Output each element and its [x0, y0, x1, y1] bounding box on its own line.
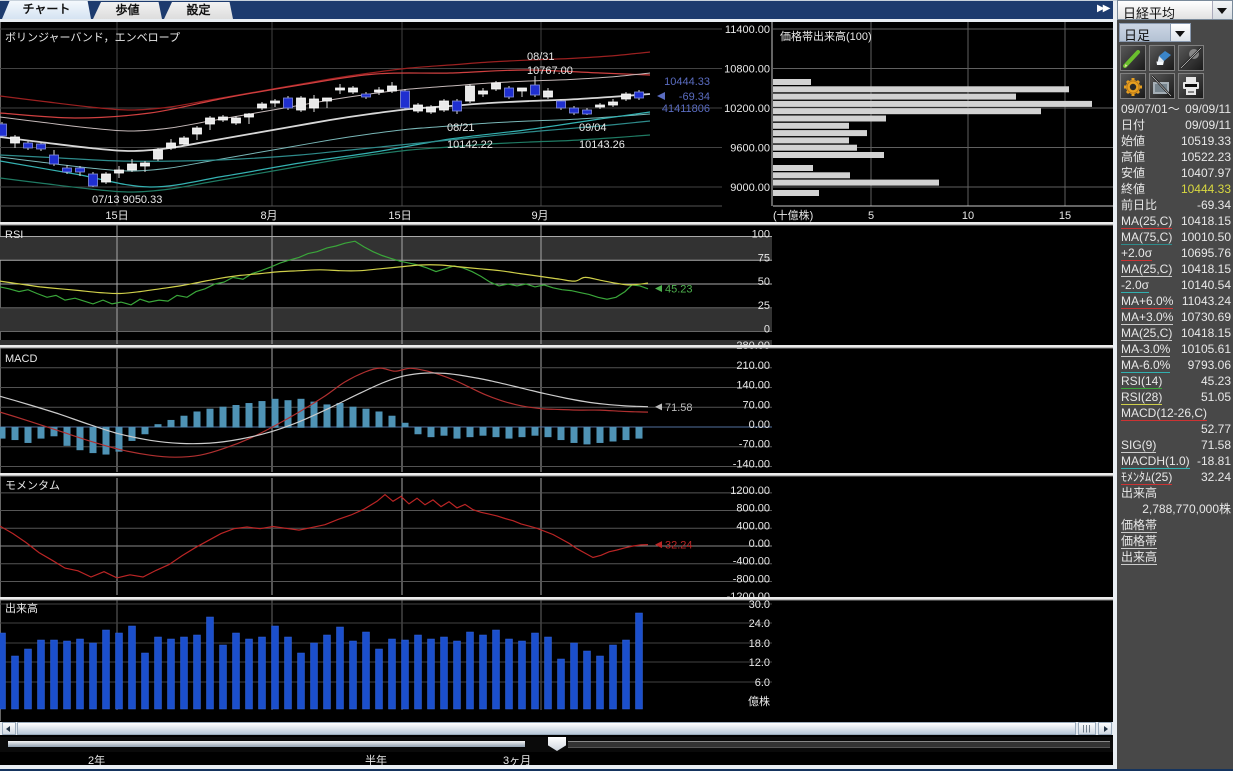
svg-text:100: 100	[752, 229, 770, 241]
svg-text:30.0: 30.0	[749, 599, 770, 611]
svg-text:8月: 8月	[260, 210, 277, 222]
svg-text:モメンタム: モメンタム	[5, 479, 60, 492]
svg-text:10142.22: 10142.22	[447, 139, 493, 151]
svg-text:-70.00: -70.00	[739, 439, 770, 451]
svg-text:07/13 9050.33: 07/13 9050.33	[92, 194, 162, 206]
svg-text:11400.00: 11400.00	[725, 24, 770, 36]
svg-text:MACD: MACD	[5, 353, 37, 365]
svg-text:10800.00: 10800.00	[724, 64, 770, 76]
svg-text:15: 15	[1059, 210, 1071, 222]
svg-text:0.00: 0.00	[749, 419, 770, 431]
svg-text:0.00: 0.00	[749, 538, 770, 550]
svg-text:12.0: 12.0	[749, 657, 770, 669]
svg-text:10767.00: 10767.00	[527, 65, 573, 77]
svg-text:-140.00: -140.00	[733, 458, 770, 470]
svg-text:18.0: 18.0	[749, 638, 770, 650]
svg-text:-69.34: -69.34	[679, 91, 710, 103]
svg-text:70.00: 70.00	[742, 399, 770, 411]
svg-text:出来高: 出来高	[5, 601, 38, 615]
svg-text:210.00: 210.00	[736, 360, 770, 372]
svg-text:-400.00: -400.00	[733, 556, 770, 568]
svg-text:5: 5	[868, 210, 874, 222]
svg-text:140.00: 140.00	[736, 380, 770, 392]
svg-text:400.00: 400.00	[736, 520, 770, 532]
svg-text:71.58: 71.58	[665, 402, 693, 414]
svg-text:1200.00: 1200.00	[730, 485, 770, 497]
svg-text:10: 10	[962, 210, 974, 222]
svg-text:45.23: 45.23	[665, 284, 693, 296]
svg-text:41411806: 41411806	[662, 103, 710, 115]
svg-text:75: 75	[758, 252, 770, 264]
svg-text:(十億株): (十億株)	[773, 208, 813, 222]
svg-text:価格帯出来高(100): 価格帯出来高(100)	[780, 29, 872, 43]
svg-text:32.24: 32.24	[665, 540, 693, 552]
svg-text:08/21: 08/21	[447, 122, 475, 134]
svg-text:24.0: 24.0	[749, 618, 770, 630]
svg-text:9月: 9月	[531, 210, 548, 222]
svg-text:08/31: 08/31	[527, 51, 555, 63]
svg-text:ボリンジャーバンド，エンベロープ: ボリンジャーバンド，エンベロープ	[5, 31, 180, 44]
svg-text:25: 25	[758, 300, 770, 312]
svg-text:10200.00: 10200.00	[724, 103, 770, 115]
svg-text:0: 0	[764, 324, 770, 336]
svg-text:09/04: 09/04	[579, 122, 607, 134]
svg-text:10143.26: 10143.26	[579, 139, 625, 151]
svg-text:-800.00: -800.00	[733, 573, 770, 585]
svg-text:億株: 億株	[748, 694, 770, 708]
svg-text:15日: 15日	[105, 210, 128, 222]
svg-text:6.0: 6.0	[755, 677, 770, 689]
svg-text:50: 50	[758, 276, 770, 288]
svg-text:9600.00: 9600.00	[730, 143, 770, 155]
svg-text:9000.00: 9000.00	[730, 182, 770, 194]
svg-text:15日: 15日	[388, 210, 411, 222]
svg-text:800.00: 800.00	[736, 503, 770, 515]
svg-text:10444.33: 10444.33	[664, 76, 710, 88]
svg-text:RSI: RSI	[5, 229, 23, 241]
